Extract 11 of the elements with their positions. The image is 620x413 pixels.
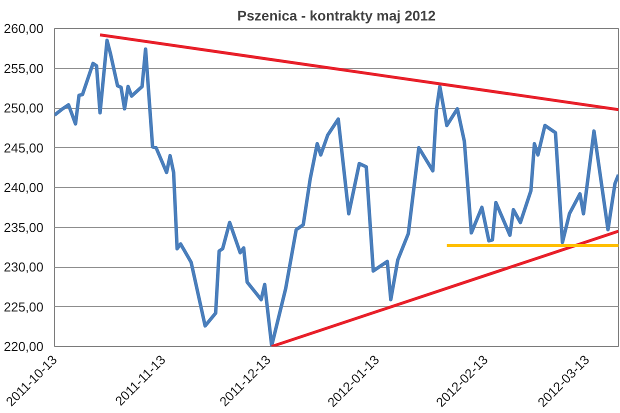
y-tick-label: 245,00 xyxy=(4,140,44,156)
y-tick-label: 255,00 xyxy=(4,60,44,76)
y-tick-label: 240,00 xyxy=(4,180,44,195)
y-tick-label: 235,00 xyxy=(4,220,44,235)
line-series xyxy=(54,38,618,346)
y-tick-label: 225,00 xyxy=(4,299,44,314)
y-tick-label: 220,00 xyxy=(4,339,44,354)
y-tick-label: 230,00 xyxy=(4,260,44,274)
y-tick-label: 250,00 xyxy=(4,100,44,116)
y-tick-label: 260,00 xyxy=(4,21,44,36)
chart-title: Pszenica - kontrakty maj 2012 xyxy=(237,8,436,24)
